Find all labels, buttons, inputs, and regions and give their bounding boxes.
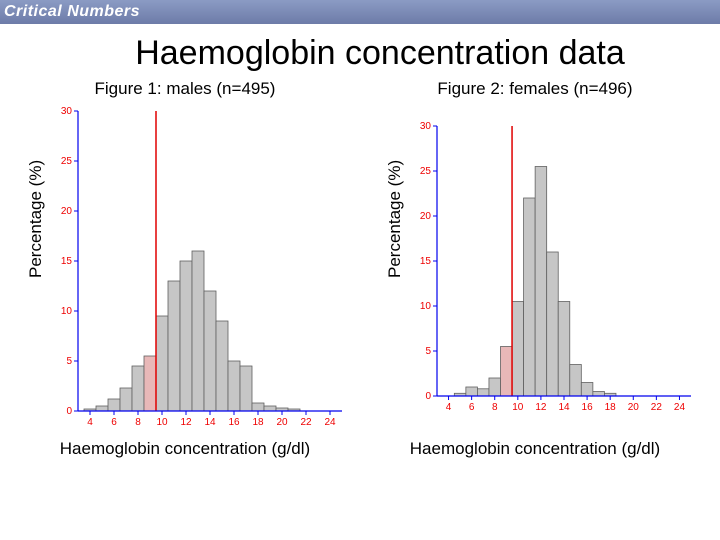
banner-title: Critical Numbers	[0, 3, 140, 21]
figure2-caption: Figure 2: females (n=496)	[360, 79, 710, 99]
svg-text:10: 10	[156, 417, 168, 428]
figure2-chart: 0 5 10 15 20 25 30 4 6 8 10 12 14 16 18 20 22 24	[405, 118, 695, 418]
svg-text:10: 10	[419, 301, 431, 312]
svg-text:20: 20	[276, 417, 288, 428]
svg-text:24: 24	[324, 417, 336, 428]
svg-text:12: 12	[535, 402, 547, 413]
svg-text:14: 14	[204, 417, 216, 428]
figure1-chart: 0 5 10 15 20 25 30 4 6 8 10 12 14 16 18 20 22 24	[46, 103, 346, 433]
svg-text:22: 22	[300, 417, 312, 428]
svg-text:4: 4	[87, 417, 93, 428]
charts-row: Percentage (%) 0 5 10 15 20 25 30 4 6 8 10 12 14 16 18…	[0, 103, 720, 433]
svg-text:30: 30	[419, 121, 431, 132]
figure1-caption: Figure 1: males (n=495)	[10, 79, 360, 99]
svg-text:6: 6	[111, 417, 117, 428]
svg-text:10: 10	[512, 402, 524, 413]
svg-text:15: 15	[419, 256, 431, 267]
svg-text:10: 10	[60, 306, 72, 317]
svg-text:6: 6	[468, 402, 474, 413]
svg-text:25: 25	[419, 166, 431, 177]
figure2-xlabel: Haemoglobin concentration (g/dl)	[360, 439, 710, 459]
svg-text:20: 20	[627, 402, 639, 413]
figure2-ylabel: Percentage (%)	[385, 258, 405, 278]
svg-text:30: 30	[60, 106, 72, 117]
svg-text:18: 18	[604, 402, 616, 413]
svg-text:16: 16	[228, 417, 240, 428]
svg-text:8: 8	[135, 417, 141, 428]
slide-title: Haemoglobin concentration data	[0, 34, 720, 73]
svg-text:4: 4	[445, 402, 451, 413]
svg-text:8: 8	[491, 402, 497, 413]
svg-text:25: 25	[60, 156, 72, 167]
xaxis-labels-row: Haemoglobin concentration (g/dl) Haemogl…	[0, 433, 720, 459]
svg-text:0: 0	[425, 391, 431, 402]
svg-text:18: 18	[252, 417, 264, 428]
svg-text:20: 20	[60, 206, 72, 217]
figure1-block: Percentage (%) 0 5 10 15 20 25 30 4 6 8 10 12 14 16 18…	[26, 103, 346, 433]
figure1-ylabel: Percentage (%)	[26, 258, 46, 278]
figure1-xlabel: Haemoglobin concentration (g/dl)	[10, 439, 360, 459]
svg-text:0: 0	[66, 406, 72, 417]
svg-text:16: 16	[581, 402, 593, 413]
svg-text:24: 24	[673, 402, 685, 413]
figure-captions-row: Figure 1: males (n=495) Figure 2: female…	[0, 79, 720, 99]
svg-text:5: 5	[425, 346, 431, 357]
svg-text:22: 22	[650, 402, 662, 413]
svg-text:5: 5	[66, 356, 72, 367]
figure2-block: Percentage (%) 0 5 10 15 20 25 30 4 6 8 10 12 14 16 18…	[385, 118, 695, 418]
banner: Critical Numbers	[0, 0, 720, 24]
svg-text:12: 12	[180, 417, 192, 428]
svg-text:14: 14	[558, 402, 570, 413]
svg-text:20: 20	[419, 211, 431, 222]
svg-text:15: 15	[60, 256, 72, 267]
